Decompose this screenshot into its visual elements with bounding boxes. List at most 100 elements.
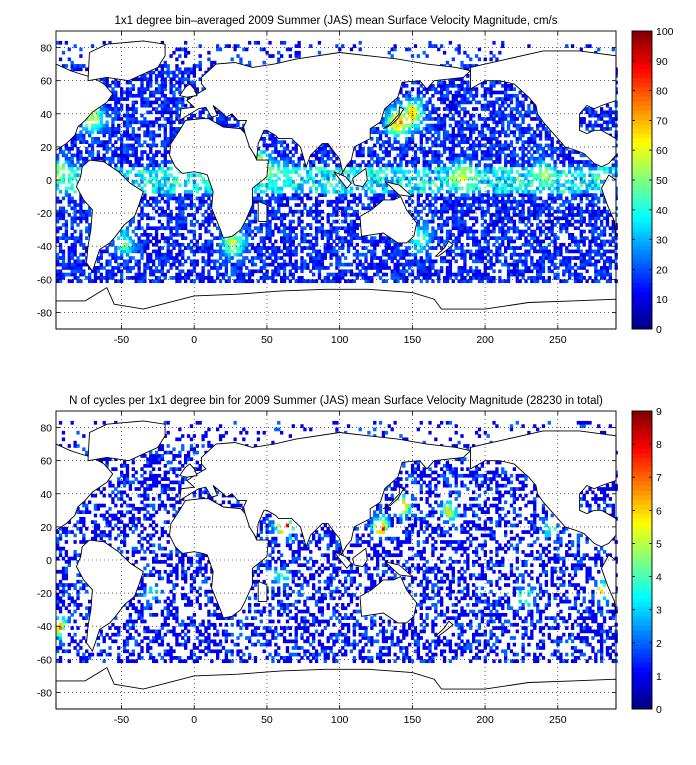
bin-cell bbox=[262, 239, 266, 244]
bin-cell bbox=[579, 170, 583, 174]
bin-cell bbox=[501, 236, 505, 240]
bin-cell bbox=[282, 203, 287, 207]
bin-cell bbox=[175, 279, 179, 284]
bin-cell bbox=[585, 107, 589, 111]
bin-cell bbox=[294, 203, 298, 207]
bin-cell bbox=[474, 236, 479, 240]
bin-cell bbox=[303, 262, 307, 267]
bin-cell bbox=[527, 249, 531, 254]
bin-cell bbox=[454, 216, 458, 221]
bin-cell bbox=[294, 269, 298, 274]
bin-cell bbox=[547, 130, 551, 135]
bin-cell bbox=[288, 196, 293, 201]
bin-cell bbox=[538, 213, 543, 217]
bin-cell bbox=[265, 276, 269, 280]
bin-cell bbox=[207, 113, 211, 118]
bin-cell bbox=[486, 259, 490, 264]
bin-cell bbox=[442, 180, 447, 184]
bin-cell bbox=[466, 203, 470, 207]
bin-cell bbox=[489, 163, 493, 168]
bin-cell bbox=[169, 130, 173, 135]
bin-cell bbox=[501, 262, 505, 267]
bin-cell bbox=[597, 242, 601, 247]
bin-cell bbox=[367, 166, 371, 171]
bin-cell bbox=[320, 256, 325, 260]
bin-cell bbox=[381, 183, 386, 188]
bin-cell bbox=[413, 252, 418, 257]
bin-cell bbox=[317, 213, 322, 217]
bin-cell bbox=[111, 127, 115, 131]
bin-cell bbox=[323, 256, 327, 260]
bin-cell bbox=[306, 180, 310, 184]
bin-cell bbox=[573, 249, 578, 254]
bin-cell bbox=[146, 236, 150, 240]
bin-cell bbox=[114, 103, 118, 108]
bin-cell bbox=[172, 103, 176, 108]
bin-cell bbox=[582, 216, 586, 221]
bin-cell bbox=[172, 232, 176, 237]
bin-cell bbox=[131, 276, 135, 280]
bin-cell bbox=[533, 130, 537, 135]
bin-cell bbox=[483, 219, 487, 224]
bin-cell bbox=[143, 133, 147, 138]
bin-cell bbox=[355, 266, 359, 270]
bin-cell bbox=[512, 130, 517, 135]
bin-cell bbox=[416, 107, 421, 111]
bin-cell bbox=[146, 100, 150, 105]
bin-cell bbox=[56, 199, 60, 204]
bin-cell bbox=[521, 196, 525, 201]
bin-cell bbox=[280, 199, 284, 204]
bin-cell bbox=[338, 279, 342, 284]
bin-cell bbox=[76, 276, 80, 280]
bin-cell bbox=[306, 196, 310, 201]
bin-cell bbox=[451, 206, 455, 211]
bin-cell bbox=[509, 113, 514, 118]
bin-cell bbox=[440, 176, 444, 181]
bin-cell bbox=[474, 269, 479, 274]
bin-cell bbox=[437, 136, 441, 141]
bin-cell bbox=[416, 219, 421, 224]
bin-cell bbox=[358, 236, 362, 240]
bin-cell bbox=[285, 196, 290, 201]
bin-cell bbox=[376, 176, 380, 181]
bin-cell bbox=[541, 246, 546, 250]
bin-cell bbox=[274, 239, 278, 244]
bin-cell bbox=[527, 160, 531, 164]
bin-cell bbox=[274, 259, 278, 264]
bin-cell bbox=[550, 156, 554, 161]
bin-cell bbox=[434, 246, 438, 250]
bin-cell bbox=[416, 103, 421, 108]
bin-cell bbox=[184, 196, 188, 201]
bin-cell bbox=[300, 189, 304, 194]
bin-cell bbox=[314, 259, 319, 264]
bin-cell bbox=[239, 242, 243, 247]
bin-cell bbox=[154, 226, 159, 231]
bin-cell bbox=[271, 163, 275, 168]
bin-cell bbox=[437, 216, 441, 221]
bin-cell bbox=[303, 203, 307, 207]
bin-cell bbox=[346, 163, 351, 168]
bin-cell bbox=[294, 196, 298, 201]
bin-cell bbox=[192, 186, 197, 191]
bin-cell bbox=[108, 259, 112, 264]
bin-cell bbox=[73, 173, 77, 178]
bin-cell bbox=[477, 180, 482, 184]
bin-cell bbox=[431, 259, 435, 264]
bin-cell bbox=[218, 232, 223, 237]
bin-cell bbox=[498, 276, 502, 280]
bin-cell bbox=[553, 256, 557, 260]
bin-cell bbox=[396, 259, 400, 264]
bin-cell bbox=[428, 127, 432, 131]
bin-cell bbox=[454, 242, 458, 247]
bin-cell bbox=[111, 272, 115, 277]
bin-cell bbox=[576, 173, 581, 178]
bin-cell bbox=[504, 232, 508, 237]
bin-cell bbox=[538, 170, 543, 174]
bin-cell bbox=[140, 153, 144, 158]
bin-cell bbox=[576, 239, 581, 244]
bin-cell bbox=[152, 183, 156, 188]
bin-cell bbox=[498, 133, 502, 138]
bin-cell bbox=[169, 236, 173, 240]
bin-cell bbox=[154, 173, 159, 178]
bin-cell bbox=[378, 269, 383, 274]
